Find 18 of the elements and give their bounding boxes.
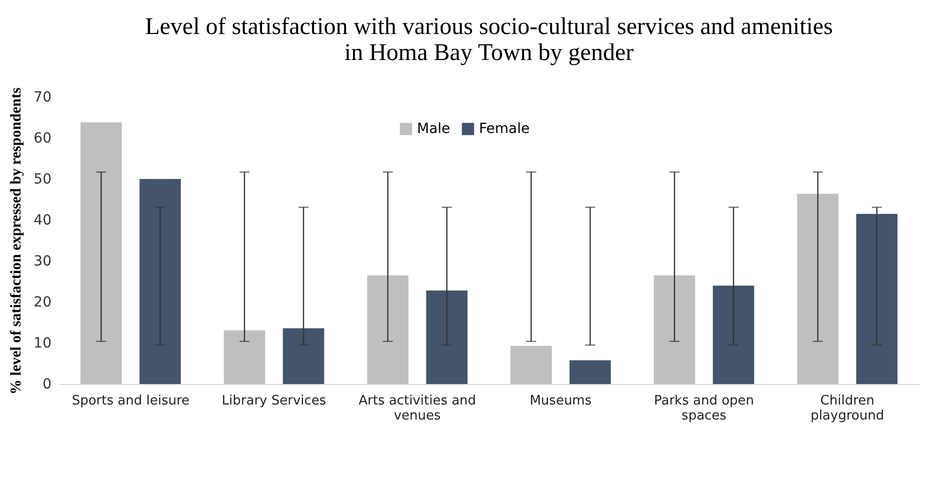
- y-tick-label: 30: [34, 254, 52, 270]
- y-tick-label: 10: [34, 336, 52, 352]
- x-tick-label: Parks and open spaces: [654, 394, 754, 424]
- x-tick-label: Sports and leisure: [72, 394, 190, 408]
- y-tick-label: 40: [34, 212, 52, 228]
- y-tick-label: 20: [34, 294, 52, 310]
- y-axis-title: % level of satisfaction expressed by respondents: [8, 87, 25, 394]
- y-tick-label: 0: [42, 376, 52, 392]
- chart-title: Level of statisfaction with various socio-cultural services and amenities in Homa Bay Town by gender: [145, 14, 833, 66]
- legend-label: Male: [417, 121, 450, 137]
- legend-label: Female: [479, 121, 530, 137]
- x-tick-label: Children playground: [810, 394, 884, 424]
- x-tick-label: Arts activities and venues: [358, 394, 476, 424]
- x-tick-label: Library Services: [222, 394, 326, 408]
- x-tick-label: Museums: [530, 394, 592, 408]
- y-tick-label: 50: [34, 172, 52, 188]
- y-tick-label: 70: [34, 90, 52, 106]
- y-tick-label: 60: [34, 130, 52, 146]
